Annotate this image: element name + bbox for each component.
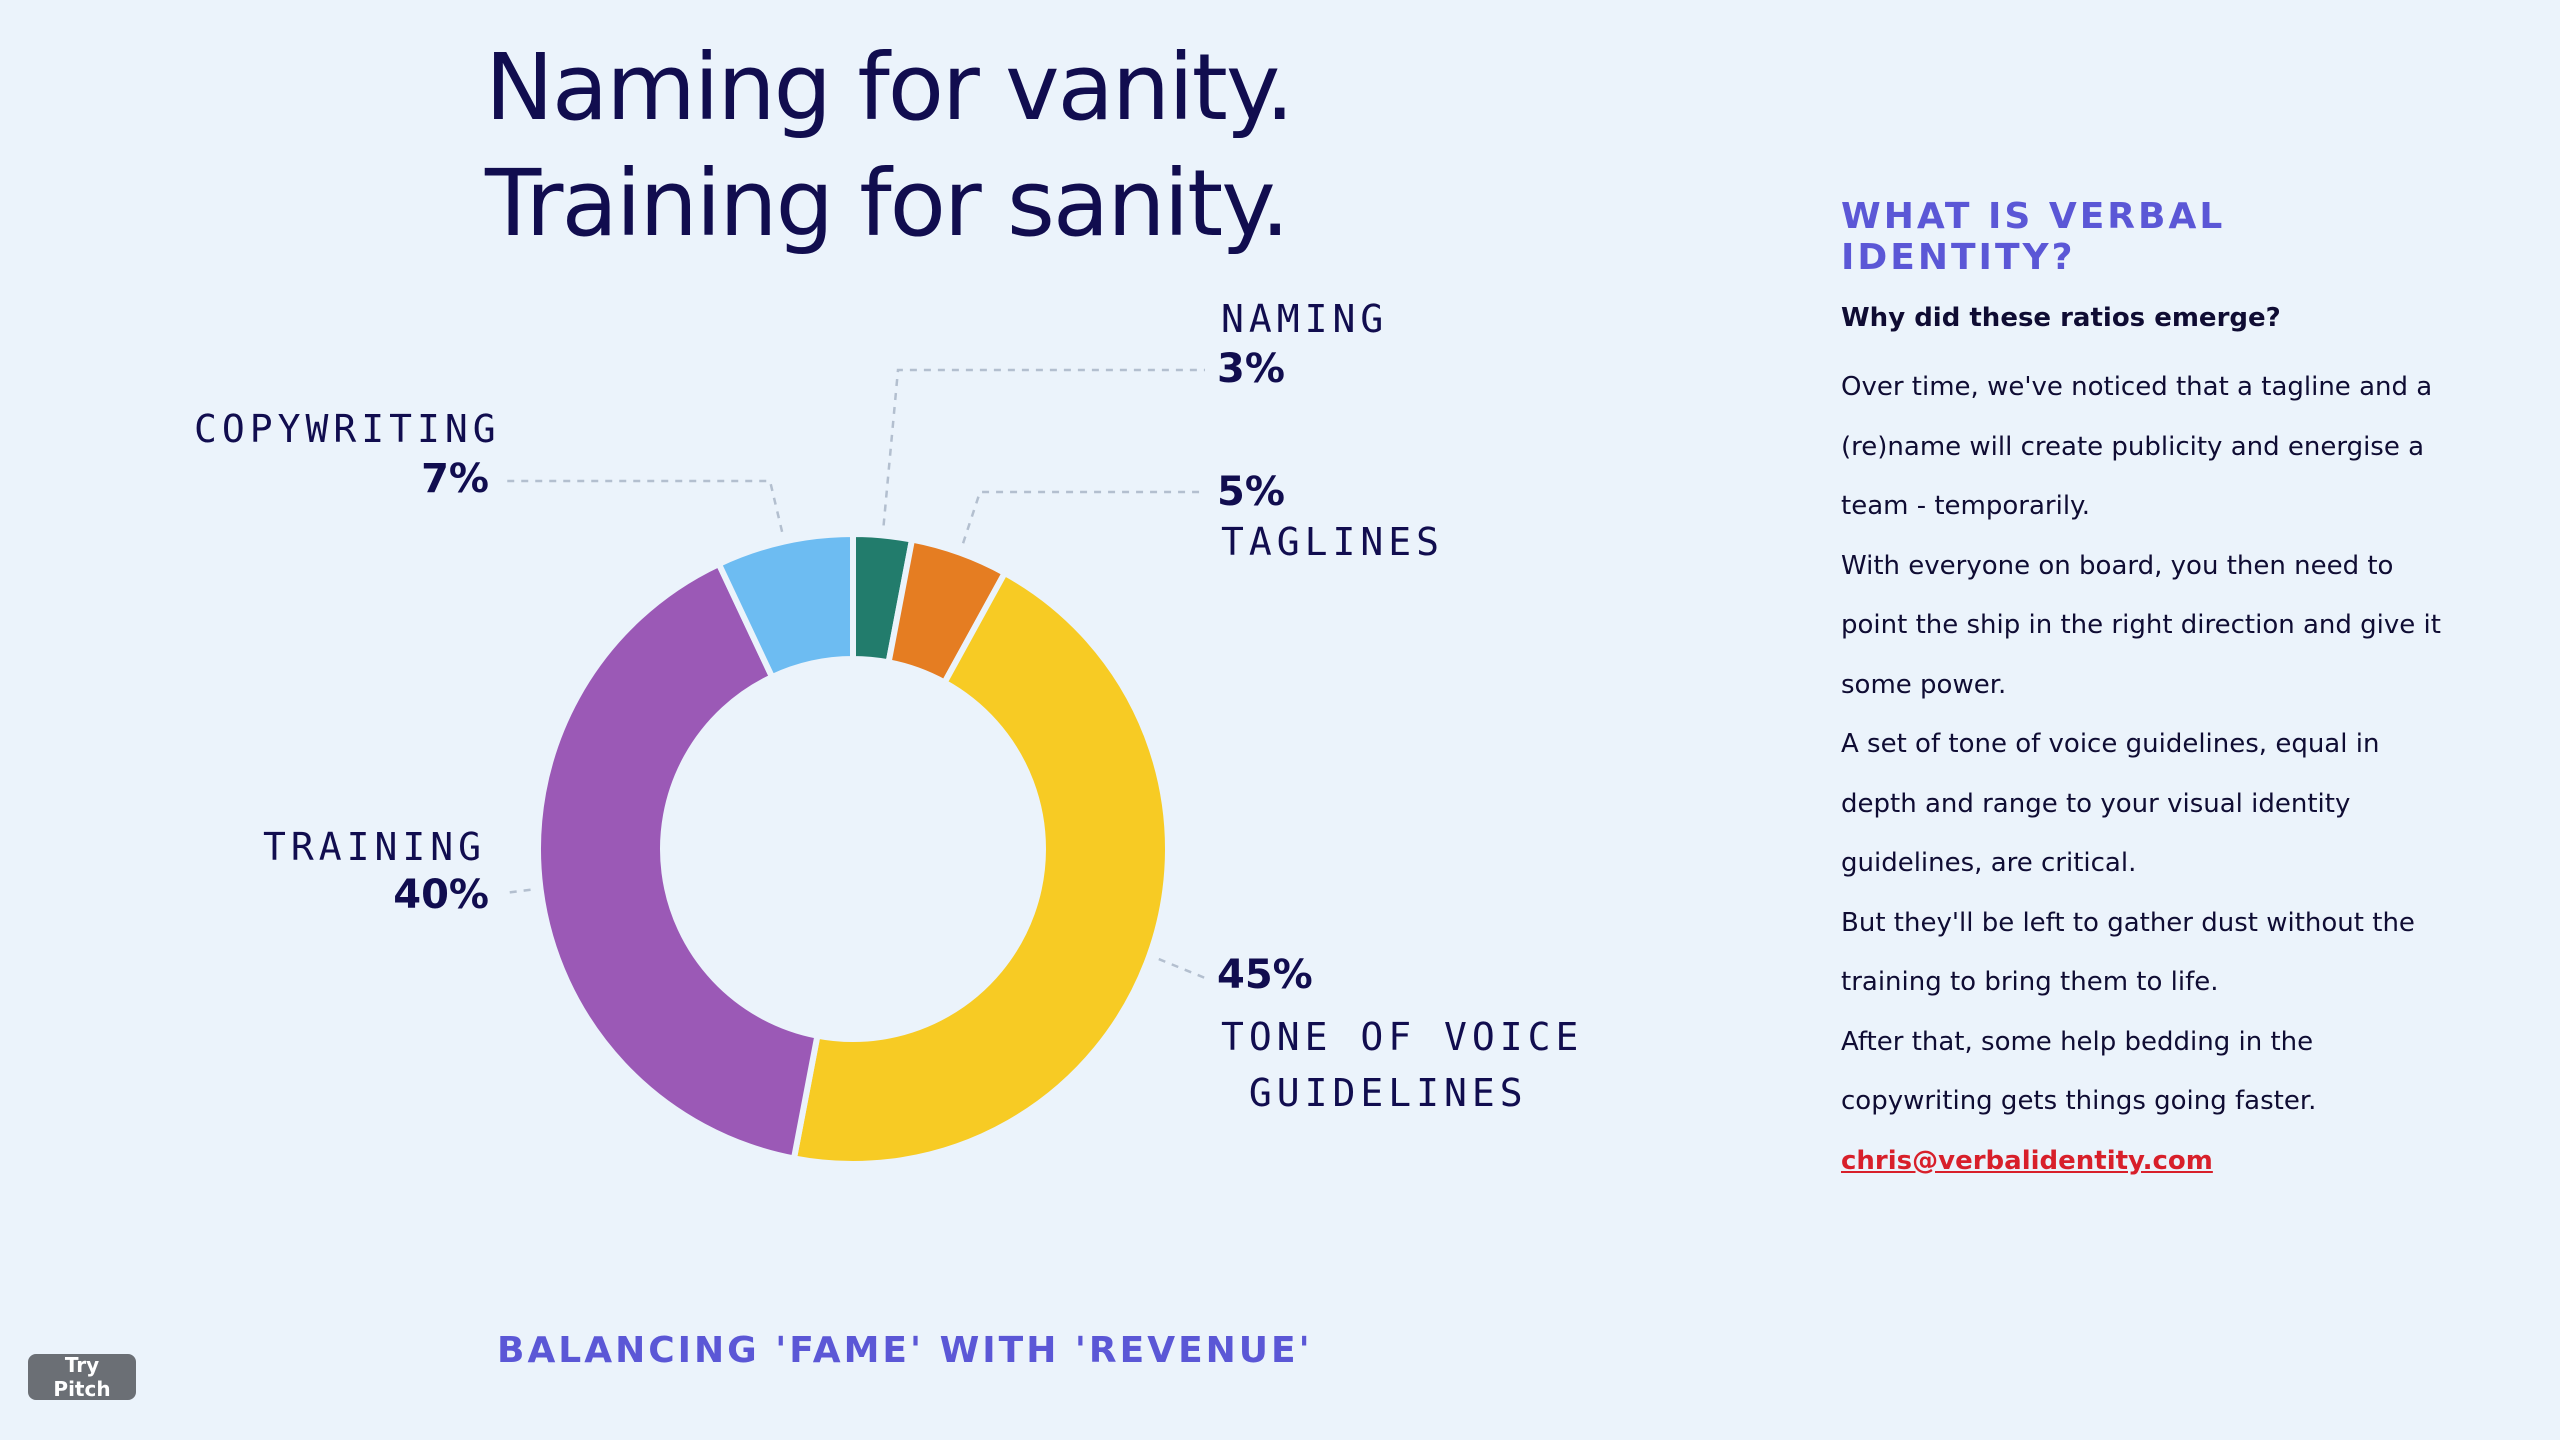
bottom-subtitle: BALANCING 'FAME' WITH 'REVENUE' xyxy=(497,1330,1313,1371)
value-copywriting: 7% xyxy=(421,456,489,502)
leader-line xyxy=(882,368,1205,526)
panel-paragraph: But they'll be left to gather dust witho… xyxy=(1841,907,2415,998)
slice-tone xyxy=(790,569,1171,1167)
panel-heading: WHAT IS VERBAL IDENTITY? xyxy=(1841,196,2226,278)
leader-line xyxy=(961,490,1205,544)
slice-copywriting xyxy=(715,531,856,681)
slice-training xyxy=(535,560,821,1162)
email-link[interactable]: chris@verbalidentity.com xyxy=(1841,1145,2213,1176)
panel-paragraph: With everyone on board, you then need to… xyxy=(1841,550,2441,700)
value-training: 40% xyxy=(393,872,489,918)
page-title: Naming for vanity. Training for sanity. xyxy=(485,30,1294,262)
value-tone-of-voice: 45% xyxy=(1217,952,1313,998)
verbal-identity-panel: WHAT IS VERBAL IDENTITY? Why did these r… xyxy=(1841,196,2461,1191)
panel-paragraph: A set of tone of voice guidelines, equal… xyxy=(1841,729,2380,878)
panel-question: Why did these ratios emerge? xyxy=(1841,303,2281,333)
title-line-2: Training for sanity. xyxy=(485,150,1290,257)
value-naming: 3% xyxy=(1217,346,1285,392)
label-taglines: TAGLINES xyxy=(1221,520,1445,564)
label-copywriting: COPYWRITING xyxy=(194,407,501,451)
label-tone-of-voice: TONE OF VOICE GUIDELINES xyxy=(1221,1015,1584,1115)
try-pitch-button[interactable]: Try Pitch xyxy=(28,1353,136,1401)
leader-line xyxy=(504,888,531,895)
leader-line xyxy=(1158,957,1211,982)
leader-line xyxy=(505,479,784,533)
panel-paragraph: Over time, we've noticed that a tagline … xyxy=(1841,372,2433,521)
title-line-1: Naming for vanity. xyxy=(485,34,1294,141)
label-naming: NAMING xyxy=(1221,297,1389,341)
panel-paragraph: After that, some help bedding in the cop… xyxy=(1841,1026,2317,1117)
label-training: TRAINING xyxy=(263,825,487,869)
value-taglines: 5% xyxy=(1217,469,1285,515)
